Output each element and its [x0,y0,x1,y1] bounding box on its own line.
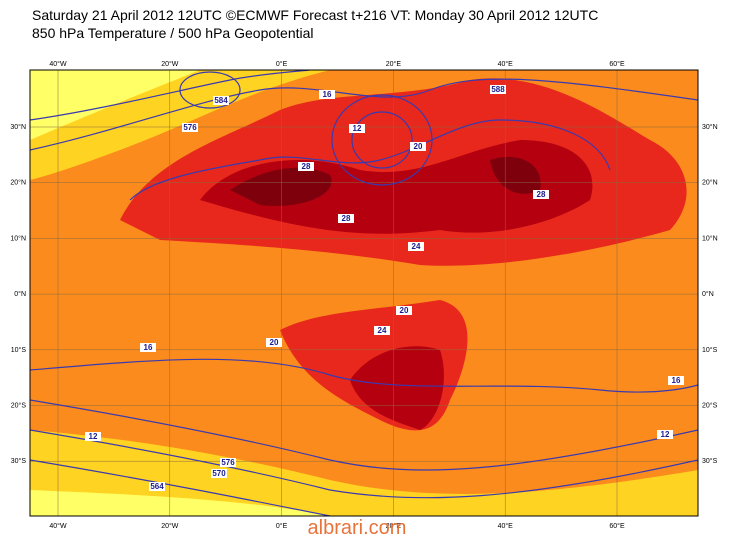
lon-label: 60°E [609,522,625,530]
very-hot-area [350,346,444,430]
contour-line [351,111,413,169]
watermark: albrari.com [308,517,407,538]
contour-label: 28 [342,214,351,223]
lat-label: 20°N [702,179,718,187]
contour-line [129,119,611,201]
contour-label: 20 [400,306,409,315]
contour-label-box [213,96,229,105]
lon-label: 0°E [276,60,288,68]
contour-label: 20 [270,338,279,347]
contour-label: 12 [661,430,670,439]
lat-label: 30°N [702,123,718,131]
lat-label: 10°N [10,234,26,242]
lat-label: 30°S [11,457,27,465]
map: 16 12 20 28 28 28 24 20 24 20 16 12 576 570 564 584 576 5… [29,69,699,517]
lat-label: 20°N [10,179,26,187]
contour-label: 16 [144,343,153,352]
contour-label: 28 [302,162,311,171]
contour-label-box [408,242,424,251]
contour-label-box [266,338,282,347]
contour-line [30,358,698,393]
contour-label-box [211,469,227,478]
contour-label-box [85,432,101,441]
contour-label: 20 [414,142,423,151]
map-frame [29,69,699,517]
contour-label-box [319,90,335,99]
contour-label-box [220,458,236,467]
contour-label-box [298,162,314,171]
warm-area [30,430,698,516]
lon-label: 60°E [609,60,625,68]
lon-label: 40°W [49,60,67,68]
contour-label-box [140,343,156,352]
hottest-area [490,156,541,194]
contour-label: 564 [150,482,164,491]
contour-label-box [490,85,506,94]
contour-label: 584 [214,96,228,105]
title: Saturday 21 April 2012 12UTC ©ECMWF Fore… [32,7,598,23]
lat-label: 30°S [702,457,718,465]
contour-label-box [338,214,354,223]
lat-label: 10°S [11,346,27,354]
lon-label: 40°W [49,522,67,530]
contour-line [30,429,698,499]
hottest-area [230,167,332,206]
contour-label: 16 [672,376,681,385]
contour-label: 24 [378,326,387,335]
contour-label: 12 [89,432,98,441]
contour-label-box [149,482,165,491]
subtitle: 850 hPa Temperature / 500 hPa Geopotenti… [32,25,314,41]
lon-label: 40°E [498,522,514,530]
lat-label: 20°S [702,402,718,410]
contour-line [30,70,311,121]
lat-label: 10°S [702,346,718,354]
contour-label: 576 [183,123,197,132]
contours [30,70,698,516]
contour-line [331,94,433,186]
contour-label: 12 [353,124,362,133]
contour-label-box [396,306,412,315]
contour-line [179,71,241,109]
contour-label-box [374,326,390,335]
lon-label: 20°W [161,522,179,530]
cool-area [30,490,330,516]
lat-label: 0°N [702,290,714,298]
lon-label: 20°E [386,60,402,68]
lon-label: 20°W [161,60,179,68]
contour-label-box [668,376,684,385]
contour-label: 24 [412,242,421,251]
lon-label: 20°E [386,522,402,530]
lon-label: 0°E [276,522,288,530]
contour-label: 570 [212,469,226,478]
contour-label: 576 [221,458,235,467]
contour-label: 28 [537,190,546,199]
contour-line [30,78,698,151]
contour-line [30,399,698,471]
lat-label: 10°N [702,234,718,242]
contour-label-box [533,190,549,199]
contour-line [30,459,331,516]
contour-label-box [349,124,365,133]
contour-label-box [657,430,673,439]
contour-label-box [410,142,426,151]
lat-label: 0°N [14,290,26,298]
contour-label: 16 [323,90,332,99]
contour-label-box [182,123,198,132]
lat-label: 30°N [10,123,26,131]
cool-area [30,70,200,140]
lon-label: 40°E [498,60,514,68]
lat-label: 20°S [11,402,27,410]
contour-label: 588 [491,85,505,94]
